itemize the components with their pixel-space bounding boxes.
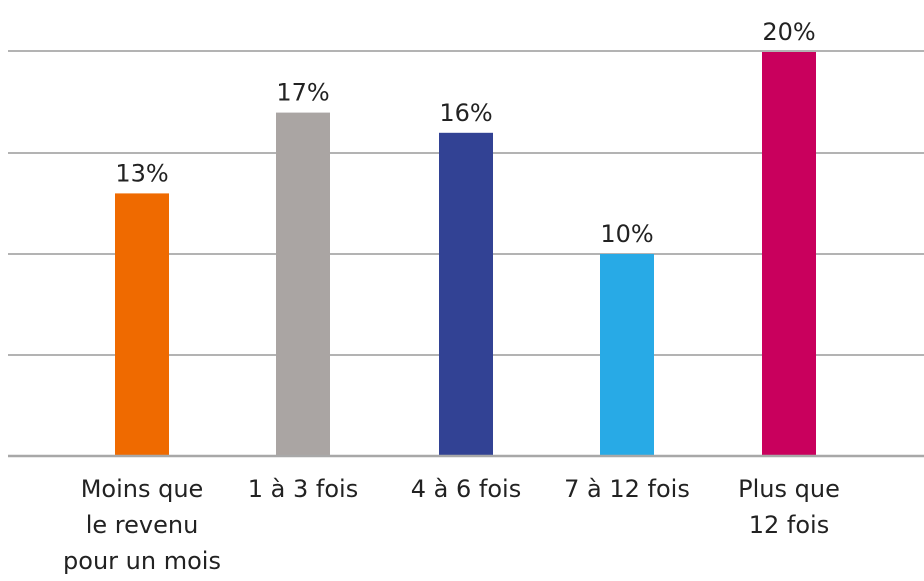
bar bbox=[439, 132, 493, 457]
category-label-line: 7 à 12 fois bbox=[564, 475, 690, 503]
category-labels: Moins que le revenu pour un mois 1 à 3 fois… bbox=[63, 475, 840, 575]
data-label: 17% bbox=[276, 79, 329, 107]
category-label-line: 4 à 6 fois bbox=[411, 475, 521, 503]
data-label: 20% bbox=[762, 18, 815, 46]
category-label-line: Moins que bbox=[81, 475, 204, 503]
bars bbox=[115, 52, 816, 457]
bar bbox=[600, 254, 654, 456]
category-label-line: Plus que bbox=[738, 475, 840, 503]
bar bbox=[276, 112, 330, 456]
data-label: 10% bbox=[600, 220, 653, 248]
data-label: 16% bbox=[439, 99, 492, 127]
category-label: 7 à 12 fois bbox=[564, 475, 690, 503]
bar bbox=[115, 193, 169, 456]
category-label: Plus que 12 fois bbox=[738, 475, 840, 539]
value-labels: 13% 17% 16% 10% 20% bbox=[115, 18, 815, 248]
category-label: 1 à 3 fois bbox=[248, 475, 358, 503]
category-label-line: 1 à 3 fois bbox=[248, 475, 358, 503]
data-label: 13% bbox=[115, 159, 168, 187]
category-label: 4 à 6 fois bbox=[411, 475, 521, 503]
category-label: Moins que le revenu pour un mois bbox=[63, 475, 221, 575]
category-label-line: 12 fois bbox=[749, 511, 829, 539]
category-label-line: le revenu bbox=[86, 511, 199, 539]
bar bbox=[762, 52, 816, 456]
category-label-line: pour un mois bbox=[63, 547, 221, 575]
